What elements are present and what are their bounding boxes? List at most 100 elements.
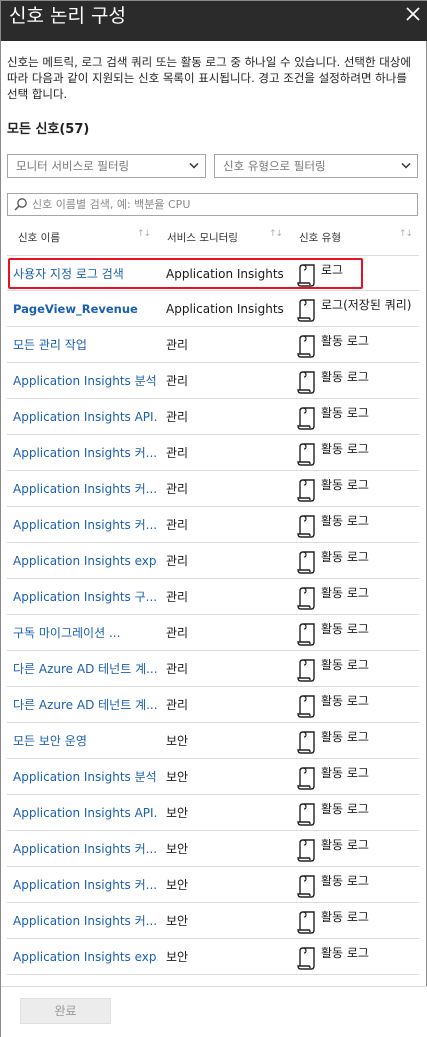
signal-type-label: 로그(저장된 쿼리): [321, 298, 412, 312]
signal-type-label: 활동 로그: [321, 622, 369, 636]
monitor-service-cell: 보안: [166, 806, 189, 820]
chevron-down-icon: [189, 162, 199, 169]
blade-header: 신호 논리 구성: [1, 1, 427, 41]
description-text: 신호는 메트릭, 로그 검색 쿼리 또는 활동 로그 중 하나일 수 있습니다.…: [7, 55, 411, 101]
column-header-name[interactable]: 신호 이름: [18, 232, 60, 244]
page-title: 신호 논리 구성: [9, 5, 126, 27]
signal-type-label: 활동 로그: [321, 478, 369, 492]
table-row[interactable]: Application Insights API... 보안 활동 로그: [7, 795, 419, 831]
signal-type-label: 활동 로그: [321, 514, 369, 528]
scroll-log-icon: [297, 695, 315, 718]
column-header-service[interactable]: 서비스 모니터링: [167, 232, 238, 244]
signal-name-link[interactable]: Application Insights 분석...: [13, 770, 158, 784]
signal-type-filter[interactable]: 신호 유형으로 필터링: [214, 154, 418, 178]
scroll-log-icon: [297, 371, 315, 394]
signal-name-link[interactable]: 모든 관리 작업: [13, 338, 87, 352]
sort-arrows-icon[interactable]: ↑↓: [269, 229, 283, 239]
monitor-service-cell: 관리: [166, 410, 189, 424]
table-row[interactable]: Application Insights exp... 보안 활동 로그: [7, 939, 419, 975]
monitor-service-cell: 관리: [166, 698, 189, 712]
signal-type-filter-label: 신호 유형으로 필터링: [223, 159, 326, 173]
signal-type-label: 활동 로그: [321, 658, 369, 672]
signal-name-link[interactable]: Application Insights 분석...: [13, 374, 158, 388]
scroll-log-icon: [297, 407, 315, 430]
table-row[interactable]: Application Insights 분석... 관리 활동 로그: [7, 363, 419, 399]
signal-type-label: 활동 로그: [321, 406, 369, 420]
signal-type-label: 활동 로그: [321, 586, 369, 600]
done-button[interactable]: 완료: [20, 998, 111, 1024]
signal-type-label: 활동 로그: [321, 946, 369, 960]
monitor-service-cell: Application Insights: [166, 267, 284, 281]
monitor-service-cell: 보안: [166, 842, 189, 856]
close-icon[interactable]: [404, 5, 422, 23]
monitor-service-filter[interactable]: 모니터 서비스로 필터링: [7, 154, 206, 178]
table-row[interactable]: 다른 Azure AD 테넌트 계... 관리 활동 로그: [7, 687, 419, 723]
signal-name-link[interactable]: 구독 마이그레이션 ...: [13, 626, 121, 640]
signal-name-link[interactable]: 모든 보안 운영: [13, 734, 87, 748]
monitor-service-cell: Application Insights: [166, 302, 284, 316]
signal-name-link[interactable]: Application Insights API...: [13, 410, 158, 424]
table-row[interactable]: Application Insights 커... 보안 활동 로그: [7, 903, 419, 939]
signal-name-link[interactable]: Application Insights 커...: [13, 878, 158, 892]
scroll-log-icon: [297, 299, 315, 322]
signal-type-label: 활동 로그: [321, 550, 369, 564]
monitor-service-cell: 보안: [166, 914, 189, 928]
scroll-log-icon: [297, 803, 315, 826]
scroll-log-icon: [297, 264, 315, 287]
signal-search-box: [7, 193, 418, 216]
signal-name-link[interactable]: 다른 Azure AD 테넌트 계...: [13, 698, 158, 712]
signal-name-link[interactable]: Application Insights 커...: [13, 842, 158, 856]
sort-arrows-icon[interactable]: ↑↓: [399, 229, 413, 239]
signal-name-link[interactable]: Application Insights 커...: [13, 518, 158, 532]
signal-type-label: 활동 로그: [321, 442, 369, 456]
signal-name-link[interactable]: 사용자 지정 로그 검색: [13, 267, 124, 281]
monitor-service-cell: 관리: [166, 518, 189, 532]
signal-name-link[interactable]: Application Insights exp...: [13, 950, 158, 964]
table-row[interactable]: Application Insights 구... 관리 활동 로그: [7, 579, 419, 615]
monitor-service-cell: 관리: [166, 626, 189, 640]
table-row[interactable]: Application Insights 커... 관리 활동 로그: [7, 507, 419, 543]
table-row[interactable]: 다른 Azure AD 테넌트 계... 관리 활동 로그: [7, 651, 419, 687]
table-row[interactable]: Application Insights 분석... 보안 활동 로그: [7, 759, 419, 795]
table-row[interactable]: Application Insights 커... 보안 활동 로그: [7, 831, 419, 867]
sort-arrows-icon[interactable]: ↑↓: [137, 229, 151, 239]
scroll-log-icon: [297, 875, 315, 898]
table-row[interactable]: Application Insights 커... 관리 활동 로그: [7, 435, 419, 471]
signal-type-label: 활동 로그: [321, 802, 369, 816]
scroll-log-icon: [297, 587, 315, 610]
table-row[interactable]: 모든 관리 작업 관리 활동 로그: [7, 327, 419, 363]
scroll-log-icon: [297, 767, 315, 790]
signal-search-input[interactable]: [32, 195, 412, 214]
signal-name-link[interactable]: Application Insights 구...: [13, 590, 158, 604]
table-row[interactable]: Application Insights exp... 관리 활동 로그: [7, 543, 419, 579]
signal-name-link[interactable]: Application Insights 커...: [13, 914, 158, 928]
signal-type-label: 활동 로그: [321, 874, 369, 888]
scroll-log-icon: [297, 839, 315, 862]
scroll-log-icon: [297, 659, 315, 682]
monitor-service-cell: 관리: [166, 374, 189, 388]
signal-type-label: 활동 로그: [321, 838, 369, 852]
monitor-service-cell: 보안: [166, 734, 189, 748]
monitor-service-cell: 관리: [166, 482, 189, 496]
table-row[interactable]: 사용자 지정 로그 검색 Application Insights 로그: [7, 255, 419, 291]
signal-name-link[interactable]: Application Insights 커...: [13, 482, 158, 496]
table-row[interactable]: 구독 마이그레이션 ... 관리 활동 로그: [7, 615, 419, 651]
scroll-log-icon: [297, 479, 315, 502]
column-header-type[interactable]: 신호 유형: [299, 232, 341, 244]
signal-type-label: 활동 로그: [321, 370, 369, 384]
signal-name-link[interactable]: PageView_Revenue: [13, 302, 138, 316]
table-row[interactable]: 모든 보안 운영 보안 활동 로그: [7, 723, 419, 759]
signal-name-link[interactable]: Application Insights API...: [13, 806, 158, 820]
table-row[interactable]: Application Insights 커... 보안 활동 로그: [7, 867, 419, 903]
monitor-service-cell: 관리: [166, 446, 189, 460]
monitor-service-cell: 관리: [166, 662, 189, 676]
table-row[interactable]: Application Insights API... 관리 활동 로그: [7, 399, 419, 435]
scroll-log-icon: [297, 515, 315, 538]
table-row[interactable]: PageView_Revenue Application Insights 로그(저…: [7, 291, 419, 327]
signal-name-link[interactable]: 다른 Azure AD 테넌트 계...: [13, 662, 158, 676]
signal-name-link[interactable]: Application Insights 커...: [13, 446, 158, 460]
monitor-service-cell: 관리: [166, 338, 189, 352]
table-row[interactable]: Application Insights 커... 관리 활동 로그: [7, 471, 419, 507]
signal-name-link[interactable]: Application Insights exp...: [13, 554, 158, 568]
monitor-service-cell: 관리: [166, 554, 189, 568]
